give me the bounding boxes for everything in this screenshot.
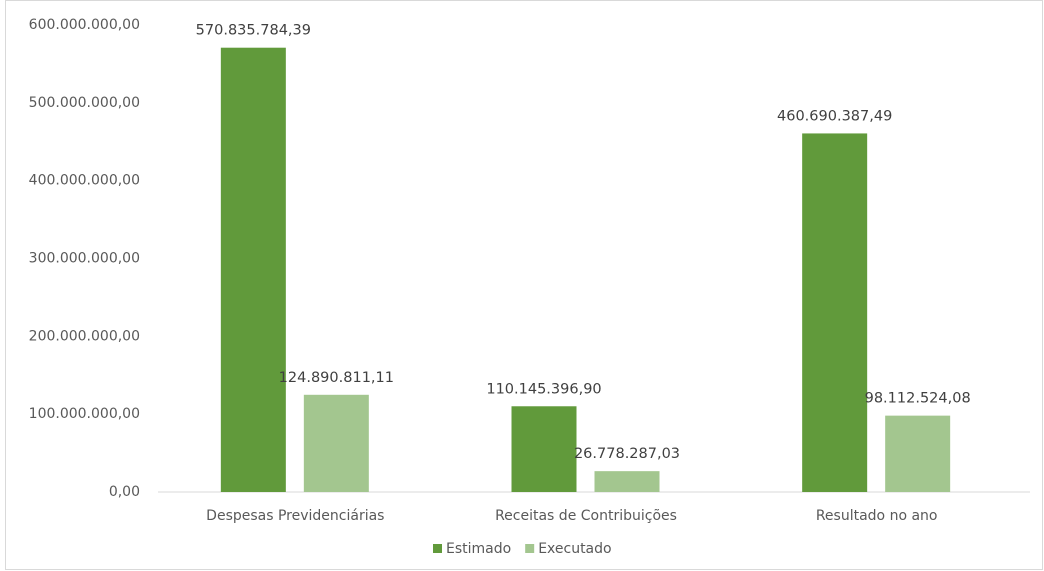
bar <box>220 47 286 492</box>
bar <box>511 406 577 492</box>
bar <box>594 471 660 492</box>
value-label: 98.112.524,08 <box>865 391 971 407</box>
y-tick-label: 0,00 <box>109 484 140 500</box>
value-label: 124.890.811,11 <box>279 370 394 386</box>
bar <box>885 415 951 492</box>
y-tick-label: 200.000.000,00 <box>29 328 140 344</box>
value-label: 460.690.387,49 <box>777 108 892 124</box>
x-tick-label: Despesas Previdenciárias <box>206 508 384 524</box>
y-tick-label: 600.000.000,00 <box>29 17 140 33</box>
bar <box>802 133 868 492</box>
legend-label: Estimado <box>446 541 511 557</box>
legend-label: Executado <box>538 541 611 557</box>
y-tick-label: 300.000.000,00 <box>29 251 140 267</box>
y-tick-label: 400.000.000,00 <box>29 173 140 189</box>
value-label: 26.778.287,03 <box>574 446 680 462</box>
legend-swatch <box>525 544 535 553</box>
y-tick-label: 500.000.000,00 <box>29 95 140 111</box>
bar <box>303 394 369 492</box>
x-tick-label: Receitas de Contribuições <box>495 508 677 524</box>
y-tick-label: 100.000.000,00 <box>29 406 140 422</box>
value-label: 110.145.396,90 <box>486 381 601 397</box>
legend-swatch <box>433 544 442 553</box>
value-label: 570.835.784,39 <box>196 23 311 39</box>
x-tick-label: Resultado no ano <box>816 508 938 524</box>
